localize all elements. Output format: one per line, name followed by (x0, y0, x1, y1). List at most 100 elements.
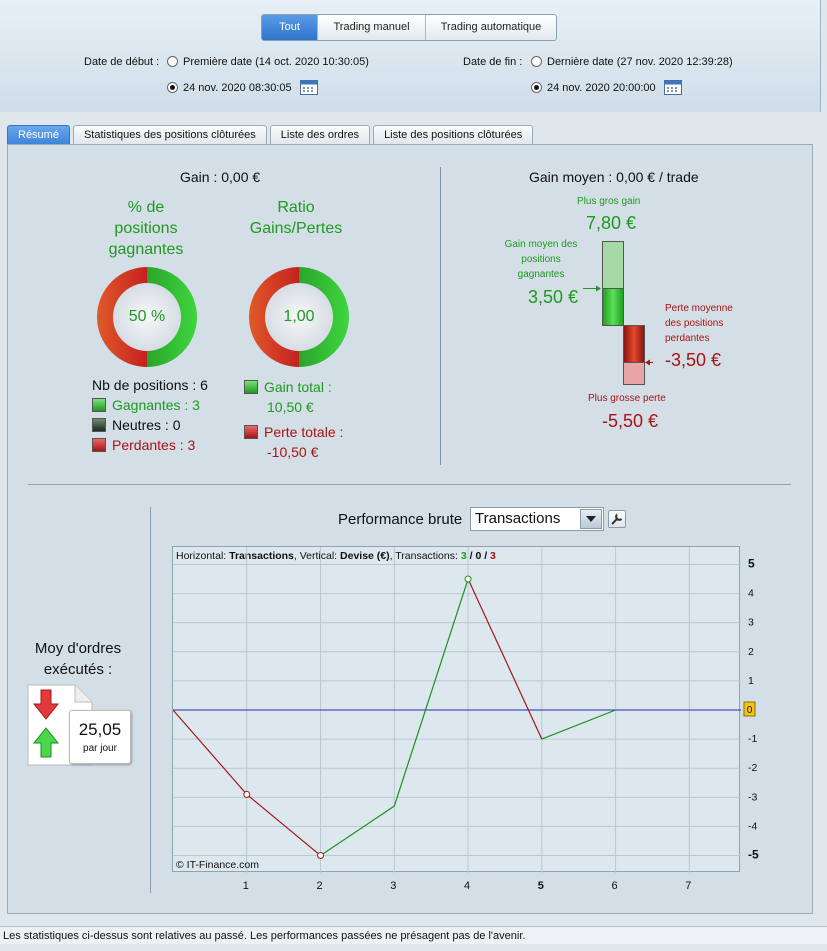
x-tick-label: 4 (464, 880, 470, 892)
losing-count-label: Perdantes : 3 (112, 437, 196, 453)
win-rate-donut (97, 267, 197, 367)
current-value-label: 0 (747, 705, 753, 716)
total-gain-title: Gain : 0,00 € (180, 169, 261, 185)
tab-bar: Résumé Statistiques des positions clôtur… (7, 125, 536, 145)
data-point (464, 575, 472, 583)
y-tick-label: -3 (748, 791, 757, 803)
series-segment (246, 793, 321, 856)
sell-arrow-icon (32, 689, 60, 720)
total-loss-value: -10,50 € (267, 444, 319, 460)
chart-header-v-value: Devise (€) (340, 550, 390, 562)
trading-filter: Tout Trading manuel Trading automatique (261, 14, 557, 41)
data-point (317, 852, 325, 860)
red-square-icon (92, 438, 106, 452)
tab-closed-positions[interactable]: Liste des positions clôturées (373, 125, 534, 145)
chart-header-loss-count: 3 (490, 550, 496, 562)
start-first-radio[interactable] (167, 56, 178, 67)
ratio-title-line: Gains/Pertes (249, 220, 343, 237)
start-first-option[interactable]: Première date (14 oct. 2020 10:30:05) (183, 56, 369, 68)
x-tick-label: 3 (390, 880, 396, 892)
win-rate-value: 50 % (128, 308, 166, 325)
y-tick-label: 3 (748, 617, 754, 629)
y-tick-label: 2 (748, 646, 754, 658)
tab-orders[interactable]: Liste des ordres (269, 125, 371, 145)
chart-header-h-label: Horizontal: (176, 550, 227, 562)
calendar-icon[interactable] (664, 79, 682, 95)
y-tick-label: -4 (748, 820, 757, 832)
end-last-radio[interactable] (531, 56, 542, 67)
bottom-vertical-divider (150, 507, 151, 893)
winning-count: Gagnantes : 3 (92, 397, 200, 413)
dropdown-button[interactable] (580, 509, 602, 529)
orders-counter: 25,05 par jour (69, 710, 131, 764)
avg-gain-value: 3,50 € (528, 287, 579, 307)
x-tick-label: 7 (685, 880, 691, 892)
avg-loss-value: -3,50 € (665, 350, 722, 370)
chart-header-v-label: , Vertical: (293, 550, 338, 562)
chart-header-h-value: Transactions (229, 550, 294, 562)
filter-auto-button[interactable]: Trading automatique (426, 15, 556, 40)
total-gain: Gain total : 10,50 € (244, 377, 332, 417)
y-tick-label: -5 (748, 848, 759, 862)
ratio-donut (249, 267, 349, 367)
win-rate-title-line: gagnantes (108, 241, 184, 258)
performance-chart: Horizontal: Transactions, Vertical: Devi… (172, 546, 741, 873)
wrench-icon (611, 513, 623, 525)
data-point (243, 790, 251, 798)
chart-header-sep: / (481, 550, 491, 562)
total-gain-label: Gain total : (264, 379, 332, 395)
winning-count-label: Gagnantes : 3 (112, 397, 200, 413)
losing-count: Perdantes : 3 (92, 437, 195, 453)
max-gain-value: 7,80 € (586, 213, 637, 233)
neutral-count-label: Neutres : 0 (112, 417, 181, 433)
avg-gain-label-line: Gain moyen des (504, 239, 578, 250)
start-custom-date[interactable]: 24 nov. 2020 08:30:05 (183, 82, 292, 94)
max-loss-bar (623, 362, 645, 385)
chart-header-sep: / (466, 550, 476, 562)
performance-title: Performance brute (338, 511, 463, 528)
chart-settings-button[interactable] (608, 510, 626, 528)
orders-per-day-value: 25,05 (78, 720, 122, 739)
max-loss-label: Plus grosse perte (588, 393, 666, 404)
chart-header: Horizontal: Transactions, Vertical: Devi… (176, 550, 496, 562)
tab-closed-stats[interactable]: Statistiques des positions clôturées (72, 125, 267, 145)
x-tick-label: 2 (316, 880, 322, 892)
ratio-title-line: Ratio (277, 199, 315, 216)
end-last-option[interactable]: Dernière date (27 nov. 2020 12:39:28) (547, 56, 733, 68)
performance-mode-select[interactable]: Transactions (470, 507, 604, 531)
end-custom-radio[interactable] (531, 82, 542, 93)
series-segment (173, 709, 248, 795)
avg-gain-label-line: gagnantes (517, 269, 565, 280)
x-tick-label: 5 (538, 880, 544, 892)
avg-orders-title: Moy d'ordres exécutés : (20, 638, 136, 680)
y-tick-label: -2 (748, 762, 757, 774)
tab-summary[interactable]: Résumé (7, 125, 70, 145)
avg-gain-label-line: positions (521, 254, 561, 265)
horizontal-divider (28, 484, 791, 485)
y-tick-label: -1 (748, 733, 757, 745)
red-square-icon (244, 425, 258, 439)
total-loss-label: Perte totale : (264, 424, 344, 440)
avg-orders-title-line: exécutés : (43, 661, 113, 678)
avg-loss-label-line: des positions (665, 318, 724, 329)
total-loss: Perte totale : -10,50 € (244, 422, 343, 462)
ratio-title: Ratio Gains/Pertes (246, 197, 346, 239)
chart-header-t-label: , Transactions: (389, 550, 458, 562)
buy-arrow-icon (32, 727, 60, 758)
filter-manual-button[interactable]: Trading manuel (318, 15, 426, 40)
chart-header-neutral-count: 0 (475, 550, 482, 562)
green-square-icon (244, 380, 258, 394)
win-rate-title-line: positions (114, 220, 178, 237)
filter-all-button[interactable]: Tout (262, 15, 318, 40)
start-custom-radio[interactable] (167, 82, 178, 93)
filter-area: Tout Trading manuel Trading automatique … (0, 0, 821, 112)
win-rate-title: % de positions gagnantes (96, 197, 196, 260)
chart-axes: 1 2 3 4 5 6 7 5 4 3 2 1 -1 -2 -3 -4 -5 0 (243, 556, 759, 892)
performance-mode-value: Transactions (475, 510, 561, 527)
avg-loss-label-line: perdantes (665, 333, 710, 344)
series-segment (541, 709, 616, 740)
start-date-label: Date de début : (84, 56, 160, 68)
calendar-icon[interactable] (300, 79, 318, 95)
end-custom-date[interactable]: 24 nov. 2020 20:00:00 (547, 82, 656, 94)
vertical-divider (440, 167, 441, 465)
